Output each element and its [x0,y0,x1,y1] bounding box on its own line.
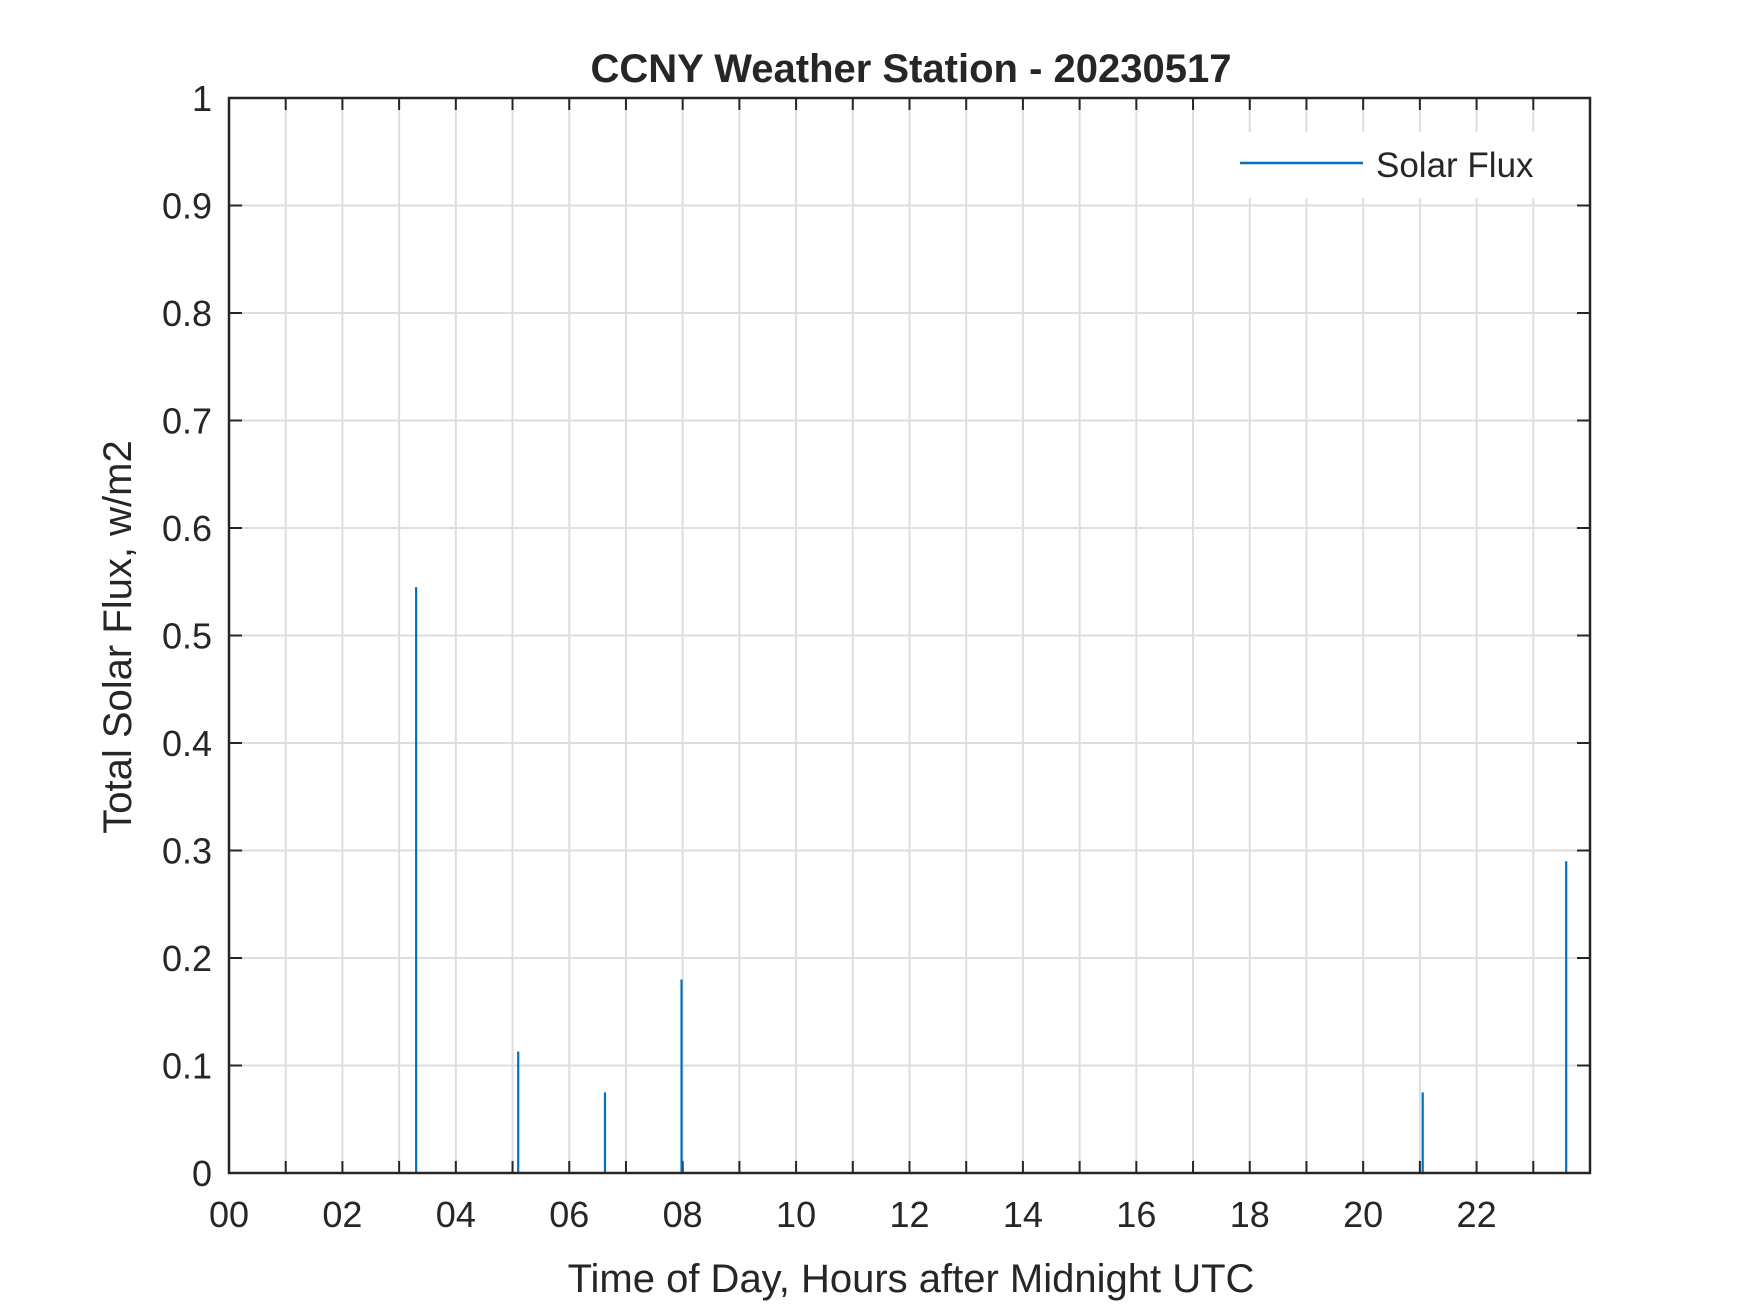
y-tick-label: 0.6 [162,508,212,549]
axis-ticks [228,97,1591,1174]
y-tick-label: 0.5 [162,616,212,657]
y-tick-label: 0.7 [162,401,212,442]
axes-box [227,96,1592,1175]
y-tick-label: 0.9 [162,186,212,227]
x-tick-label: 00 [209,1194,249,1235]
x-axis-label: Time of Day, Hours after Midnight UTC [568,1257,1255,1301]
x-tick-label: 06 [549,1194,589,1235]
x-tick-label: 02 [322,1194,362,1235]
x-tick-label: 14 [1003,1194,1043,1235]
legend-box [1226,132,1560,198]
y-tick-label: 0 [192,1153,212,1194]
grid-lines [228,97,1591,1174]
y-tick-label: 0.4 [162,723,212,764]
y-tick-label: 0.1 [162,1046,212,1087]
y-tick-label: 0.3 [162,831,212,872]
x-tick-label: 22 [1457,1194,1497,1235]
y-tick-label: 0.2 [162,938,212,979]
x-tick-label: 04 [436,1194,476,1235]
x-tick-label: 20 [1343,1194,1383,1235]
y-tick-label: 1 [192,78,212,119]
y-tick-label: 0.8 [162,293,212,334]
x-tick-label: 10 [776,1194,816,1235]
legend: Solar Flux [1226,132,1560,198]
y-axis-label: Total Solar Flux, w/m2 [96,440,140,833]
chart-title: CCNY Weather Station - 20230517 [591,47,1232,91]
y-tick-labels: 0 0.1 0.2 0.3 0.4 0.5 0.6 0.7 0.8 0.9 1 [162,78,212,1194]
x-tick-label: 18 [1230,1194,1270,1235]
x-tick-label: 08 [663,1194,703,1235]
x-tick-labels: 00 02 04 06 08 10 12 14 16 18 20 22 [209,1194,1497,1235]
legend-label-solar-flux: Solar Flux [1376,146,1534,185]
x-tick-label: 12 [889,1194,929,1235]
x-tick-label: 16 [1116,1194,1156,1235]
